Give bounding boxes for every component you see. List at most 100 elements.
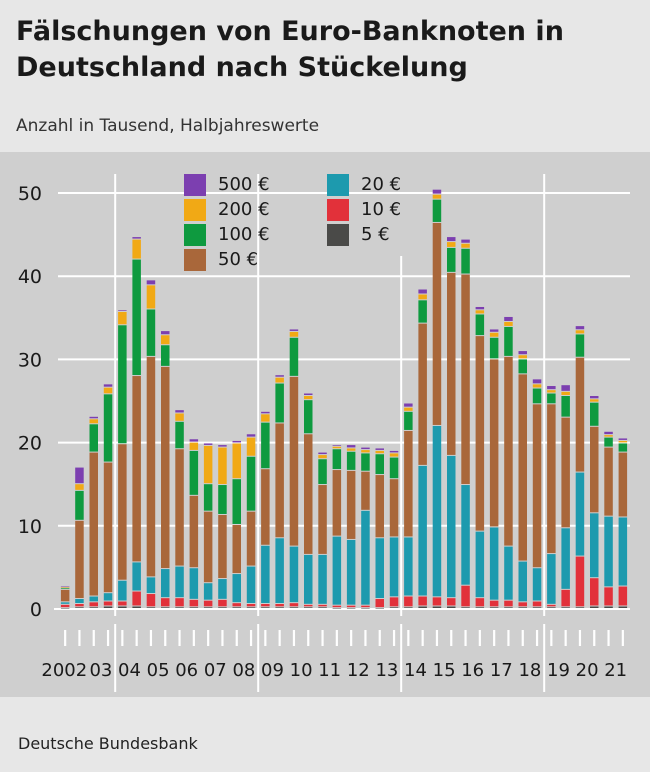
bar-segment (304, 396, 313, 400)
bar-segment (447, 455, 456, 598)
legend-item: 50 € (184, 249, 258, 271)
x-year-label: 12 (347, 660, 370, 681)
bar-segment (203, 511, 213, 583)
x-year-label: 18 (518, 660, 541, 681)
bar-segment (361, 450, 370, 453)
bar-segment (475, 306, 485, 310)
bar-segment (575, 334, 585, 357)
bar-segment (146, 356, 156, 577)
bar-segment (289, 546, 299, 603)
bar-segment (118, 601, 127, 606)
bar-segment (389, 453, 399, 457)
bar-segment (418, 300, 427, 323)
bar-segment (275, 538, 284, 604)
bar-segment (575, 330, 585, 334)
bar-segment (475, 598, 485, 607)
bar-segment (604, 606, 613, 608)
bar-segment (175, 413, 184, 421)
bar-segment (532, 384, 542, 388)
bar-segment (389, 450, 399, 453)
bar-segment (518, 561, 527, 602)
legend-swatch (327, 199, 349, 221)
bar-segment (246, 437, 256, 456)
bar-segment (361, 510, 370, 605)
legend-swatch (184, 224, 206, 246)
bar-segment (275, 383, 284, 423)
bar-segment (246, 434, 256, 437)
bar-segment (289, 337, 299, 376)
bar-segment (375, 475, 384, 538)
bar-segment (161, 366, 170, 569)
bar-segment (75, 599, 84, 604)
bar-segment (547, 607, 556, 608)
x-year-label: 21 (604, 660, 627, 681)
bar-segment (332, 608, 342, 609)
bar-segment (89, 424, 98, 452)
bar-segment (475, 531, 485, 598)
bar-segment (261, 607, 270, 608)
bar-segment (518, 351, 527, 355)
bar-segment (161, 598, 170, 607)
bar-segment (289, 607, 299, 608)
bar-segment (60, 588, 70, 589)
bar-segment (489, 607, 499, 608)
bar-segment (89, 607, 98, 608)
bar-segment (332, 446, 342, 449)
bar-segment (618, 606, 628, 608)
bar-segment (203, 607, 213, 608)
bar-segment (375, 538, 384, 599)
bar-segment (232, 607, 241, 608)
x-year-label: 03 (89, 660, 112, 681)
bar-segment (561, 589, 570, 607)
bar-segment (575, 607, 585, 608)
bar-segment (404, 403, 413, 407)
bar-segment (218, 485, 227, 514)
bar-segment (432, 222, 442, 425)
bar-segment (346, 445, 356, 448)
bar-segment (618, 452, 628, 517)
bar-segment (60, 608, 70, 609)
bar-segment (346, 451, 356, 470)
y-tick-label: 50 (18, 183, 42, 205)
bar-segment (618, 586, 628, 606)
bar-segment (146, 285, 156, 309)
bar-segment (275, 375, 284, 377)
bar-segment (275, 607, 284, 608)
x-year-label: 11 (318, 660, 341, 681)
x-year-label: 19 (547, 660, 570, 681)
bar-segment (332, 445, 342, 446)
bar-segment (132, 606, 141, 608)
bar-segment (318, 554, 327, 604)
bar-segment (461, 274, 470, 485)
bar-segment (132, 562, 141, 591)
bar-segment (504, 356, 513, 546)
legend-label: 20 € (361, 174, 402, 195)
bar-segment (146, 594, 156, 607)
chart-title: Fälschungen von Euro-Banknoten in Deutsc… (16, 16, 564, 83)
bar-segment (547, 390, 556, 393)
bar-segment (304, 554, 313, 604)
bar-segment (60, 586, 70, 588)
bar-segment (175, 566, 184, 598)
bar-segment (75, 467, 84, 484)
bar-segment (575, 357, 585, 472)
bar-segment (318, 459, 327, 485)
legend-swatch (327, 224, 349, 246)
bar-segment (590, 426, 599, 513)
bar-segment (103, 394, 113, 462)
x-year-label: 17 (490, 660, 513, 681)
bar-segment (189, 607, 199, 608)
bar-segment (389, 607, 399, 608)
bar-segment (146, 280, 156, 285)
bar-segment (118, 310, 127, 311)
bar-segment (361, 605, 370, 608)
bar-segment (161, 331, 170, 335)
bar-segment (361, 447, 370, 450)
bar-segment (604, 437, 613, 447)
chart-subtitle: Anzahl in Tausend, Halbjahreswerte (16, 116, 320, 136)
bar-segment (361, 471, 370, 510)
bar-segment (375, 599, 384, 608)
bar-segment (461, 243, 470, 248)
bar-segment (189, 442, 199, 450)
legend-swatch (184, 199, 206, 221)
